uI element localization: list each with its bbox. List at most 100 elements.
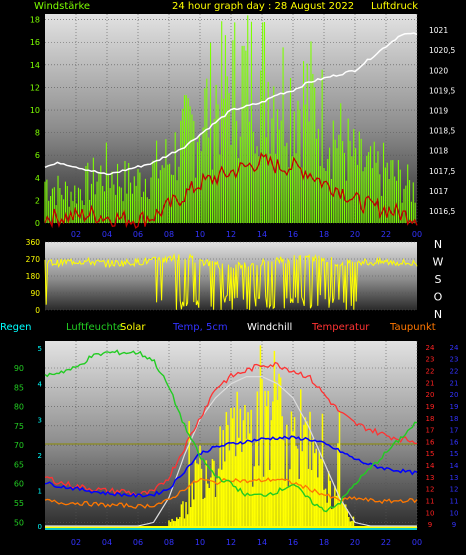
pressure-axis-title: Luftdruck (371, 1, 418, 12)
humidity-tick-label: 85 (14, 383, 24, 392)
pressure-tick-label: 1021 (429, 26, 448, 35)
pressure-tick-label: 1019 (429, 106, 448, 115)
temp-blue-tick-label: 18 (450, 415, 459, 423)
wind-x-tick-label: 14 (257, 230, 267, 239)
direction-compass-label: N (434, 308, 442, 321)
wind-pressure-plot (44, 15, 418, 229)
legend-temperatur: Temperatur (311, 322, 370, 333)
temp-x-tick-label: 04 (102, 538, 112, 547)
temp-red-tick-label: 20 (426, 391, 435, 399)
direction-tick-label: 180 (26, 272, 41, 281)
humidity-tick-label: 55 (14, 499, 24, 508)
wind-x-tick-label: 18 (319, 230, 329, 239)
rain-tick-label: 0 (38, 523, 42, 531)
temp-red-tick-label: 13 (426, 474, 435, 482)
temp-red-tick-label: 22 (426, 368, 435, 376)
temp-blue-tick-label: 11 (450, 497, 459, 505)
wind-x-tick-label: 04 (102, 230, 112, 239)
wind-x-tick-label: 22 (381, 230, 391, 239)
humidity-tick-label: 75 (14, 422, 24, 431)
temp-x-tick-label: 06 (133, 538, 143, 547)
temp-red-tick-label: 9 (428, 521, 432, 529)
pressure-tick-label: 1016,5 (429, 207, 455, 216)
wind-tick-label: 14 (30, 61, 40, 70)
legend-taupunkt: Taupunkt (389, 322, 436, 333)
temp-red-tick-label: 18 (426, 415, 435, 423)
rain-tick-label: 4 (38, 381, 43, 389)
direction-compass-label: S (435, 273, 442, 286)
wind-tick-label: 6 (35, 151, 40, 160)
legend-luftfeuchte: Luftfeuchte (66, 322, 123, 333)
temp-blue-tick-label: 13 (450, 474, 459, 482)
pressure-tick-label: 1017,5 (429, 167, 455, 176)
wind-x-tick-label: 06 (133, 230, 143, 239)
pressure-tick-label: 1018 (429, 147, 448, 156)
temp-x-tick-label: 00 (412, 538, 422, 547)
humidity-tick-label: 50 (14, 518, 24, 527)
wind-x-tick-label: 20 (350, 230, 360, 239)
wind-tick-label: 18 (30, 16, 40, 25)
humidity-tick-label: 70 (14, 441, 24, 450)
temp-x-tick-label: 02 (71, 538, 81, 547)
rain-tick-label: 5 (38, 345, 42, 353)
temp-blue-tick-label: 15 (450, 450, 459, 458)
pressure-tick-label: 1020 (429, 66, 448, 75)
temperature-line (44, 361, 418, 497)
temp-x-tick-label: 12 (226, 538, 236, 547)
legend-solar: Solar (120, 322, 146, 333)
dewpoint-line (44, 477, 418, 509)
wind-x-tick-label: 10 (195, 230, 205, 239)
wind-tick-label: 16 (30, 38, 40, 47)
temp-x-tick-label: 18 (319, 538, 329, 547)
wind-x-tick-label: 00 (412, 230, 422, 239)
humidity-tick-label: 65 (14, 460, 24, 469)
direction-tick-label: 90 (30, 289, 40, 298)
chart-title: 24 hour graph day : 28 August 2022 (172, 1, 354, 12)
direction-plot (44, 253, 418, 310)
temp-blue-tick-label: 14 (450, 462, 459, 470)
temp-red-tick-label: 11 (426, 497, 435, 505)
temp-red-tick-label: 24 (426, 344, 435, 352)
pressure-tick-label: 1019,5 (429, 86, 455, 95)
wind-tick-label: 10 (30, 106, 40, 115)
temp-blue-tick-label: 20 (450, 391, 459, 399)
temp-blue-tick-label: 9 (452, 521, 456, 529)
direction-compass-label: N (434, 238, 442, 251)
wind-tick-label: 12 (30, 83, 40, 92)
temp-blue-tick-label: 21 (450, 379, 459, 387)
wind-x-tick-label: 16 (288, 230, 298, 239)
humidity-tick-label: 90 (14, 364, 24, 373)
wind-tick-label: 8 (35, 129, 40, 138)
rain-tick-label: 2 (38, 452, 42, 460)
windchill-line (45, 376, 417, 527)
wind-x-tick-label: 12 (226, 230, 236, 239)
wind-tick-label: 0 (35, 219, 40, 228)
wind-tick-label: 2 (35, 196, 40, 205)
temp-x-tick-label: 20 (350, 538, 360, 547)
temp-blue-tick-label: 16 (450, 438, 459, 446)
temp-red-tick-label: 16 (426, 438, 435, 446)
rain-tick-label: 3 (38, 416, 42, 424)
temp-red-tick-label: 12 (426, 486, 435, 494)
temp-x-tick-label: 22 (381, 538, 391, 547)
humidity-tick-label: 60 (14, 480, 24, 489)
temp-x-tick-label: 10 (195, 538, 205, 547)
legend-windchill: Windchill (247, 322, 292, 333)
direction-tick-label: 270 (26, 255, 41, 264)
temperature-plot (44, 345, 418, 530)
temp-blue-tick-label: 10 (450, 509, 459, 517)
humidity-tick-label: 80 (14, 403, 24, 412)
temp-blue-tick-label: 23 (450, 356, 459, 364)
legend-regen: Regen (0, 322, 32, 333)
direction-tick-label: 0 (35, 306, 40, 315)
wind-avg-line (44, 151, 418, 229)
direction-compass-label: O (434, 291, 443, 304)
pressure-line (44, 32, 418, 176)
temp-red-tick-label: 19 (426, 403, 435, 411)
temp-blue-tick-label: 17 (450, 427, 459, 435)
wind-x-tick-label: 08 (164, 230, 174, 239)
pressure-tick-label: 1020,5 (429, 46, 455, 55)
humidity-line (44, 349, 418, 513)
temp-blue-tick-label: 19 (450, 403, 459, 411)
